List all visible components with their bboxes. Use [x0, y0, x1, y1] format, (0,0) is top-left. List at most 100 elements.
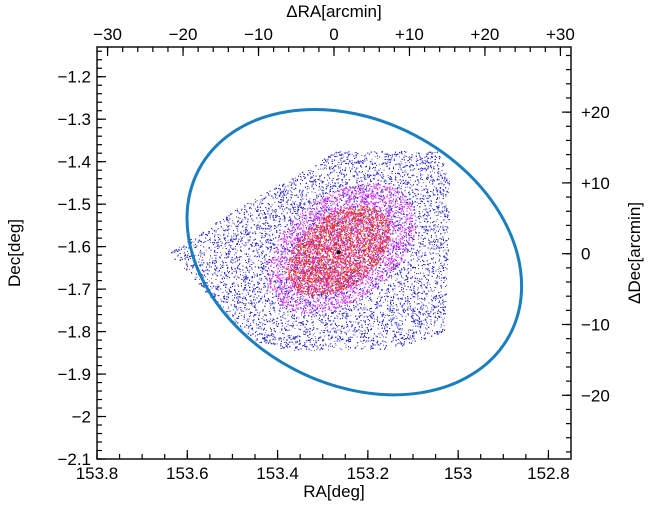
point-blue	[416, 281, 418, 283]
point-blue	[367, 197, 369, 199]
point-blue	[409, 179, 411, 181]
point-blue	[369, 234, 370, 236]
point-blue	[339, 187, 341, 188]
point-blue	[291, 305, 292, 307]
point-blue	[421, 167, 422, 169]
point-blue	[383, 257, 384, 259]
point-blue	[401, 344, 402, 345]
point-blue	[261, 254, 263, 256]
point-blue	[349, 238, 350, 239]
point-blue	[334, 211, 335, 213]
point-blue	[405, 298, 406, 300]
point-blue	[208, 231, 210, 232]
point-blue	[390, 159, 392, 161]
point-blue	[335, 293, 337, 295]
point-blue	[330, 291, 332, 293]
point-blue	[377, 158, 379, 160]
point-blue	[277, 247, 279, 249]
point-blue	[367, 309, 368, 311]
point-blue	[328, 232, 330, 233]
point-blue	[336, 326, 338, 328]
point-blue	[291, 294, 293, 296]
point-blue	[417, 226, 419, 228]
point-blue	[275, 338, 277, 340]
point-blue	[360, 283, 362, 285]
point-blue	[386, 235, 388, 237]
point-blue	[236, 307, 238, 309]
point-blue	[363, 192, 365, 194]
point-blue	[415, 233, 417, 234]
point-blue	[367, 182, 369, 184]
point-blue	[437, 269, 439, 270]
point-blue	[416, 163, 418, 165]
point-blue	[383, 196, 385, 197]
point-blue	[395, 199, 397, 201]
point-blue	[253, 262, 255, 264]
point-blue	[265, 218, 267, 220]
point-blue	[300, 284, 302, 286]
point-blue	[292, 244, 294, 246]
point-blue	[404, 216, 406, 218]
point-blue	[423, 307, 424, 309]
point-blue	[404, 175, 405, 176]
point-blue	[360, 172, 362, 174]
point-blue	[376, 170, 378, 172]
point-blue	[214, 286, 216, 288]
point-blue	[444, 252, 446, 254]
point-blue	[260, 200, 262, 202]
point-blue	[391, 222, 393, 223]
point-blue	[246, 318, 248, 320]
point-blue	[270, 304, 272, 306]
point-blue	[239, 307, 241, 308]
point-blue	[383, 283, 385, 284]
point-blue	[443, 243, 445, 245]
point-blue	[242, 293, 244, 295]
point-blue	[296, 268, 298, 270]
point-blue	[275, 281, 277, 283]
point-blue	[237, 241, 239, 243]
point-blue	[324, 200, 326, 202]
point-blue	[324, 260, 326, 262]
point-blue	[327, 262, 329, 263]
point-blue	[418, 153, 420, 155]
point-blue	[273, 243, 275, 245]
point-blue	[319, 320, 321, 321]
point-blue	[431, 295, 433, 297]
point-blue	[395, 175, 396, 177]
point-blue	[440, 181, 442, 183]
point-blue	[240, 256, 242, 258]
point-blue	[397, 206, 398, 208]
point-blue	[238, 307, 240, 309]
point-blue	[201, 259, 203, 261]
point-blue	[328, 349, 329, 351]
point-blue	[312, 173, 314, 175]
point-blue	[351, 241, 352, 243]
point-blue	[360, 165, 361, 167]
point-blue	[282, 315, 284, 316]
point-blue	[442, 190, 444, 191]
point-blue	[409, 161, 410, 163]
point-blue	[416, 278, 418, 280]
point-blue	[392, 337, 394, 338]
point-blue	[304, 202, 306, 204]
point-blue	[262, 258, 263, 259]
point-blue	[371, 267, 373, 269]
point-blue	[379, 337, 381, 338]
point-blue	[379, 206, 381, 208]
point-blue	[374, 151, 376, 153]
point-blue	[304, 203, 306, 205]
point-blue	[230, 235, 232, 237]
point-blue	[325, 184, 327, 185]
point-blue	[432, 290, 434, 292]
point-blue	[222, 247, 224, 249]
point-blue	[249, 315, 251, 317]
point-blue	[353, 309, 355, 310]
point-blue	[364, 240, 365, 242]
point-blue	[266, 240, 268, 241]
point-blue	[266, 330, 268, 331]
point-blue	[433, 239, 435, 240]
point-blue	[308, 187, 310, 189]
point-blue	[442, 308, 444, 310]
point-blue	[407, 183, 409, 185]
point-blue	[250, 323, 251, 325]
